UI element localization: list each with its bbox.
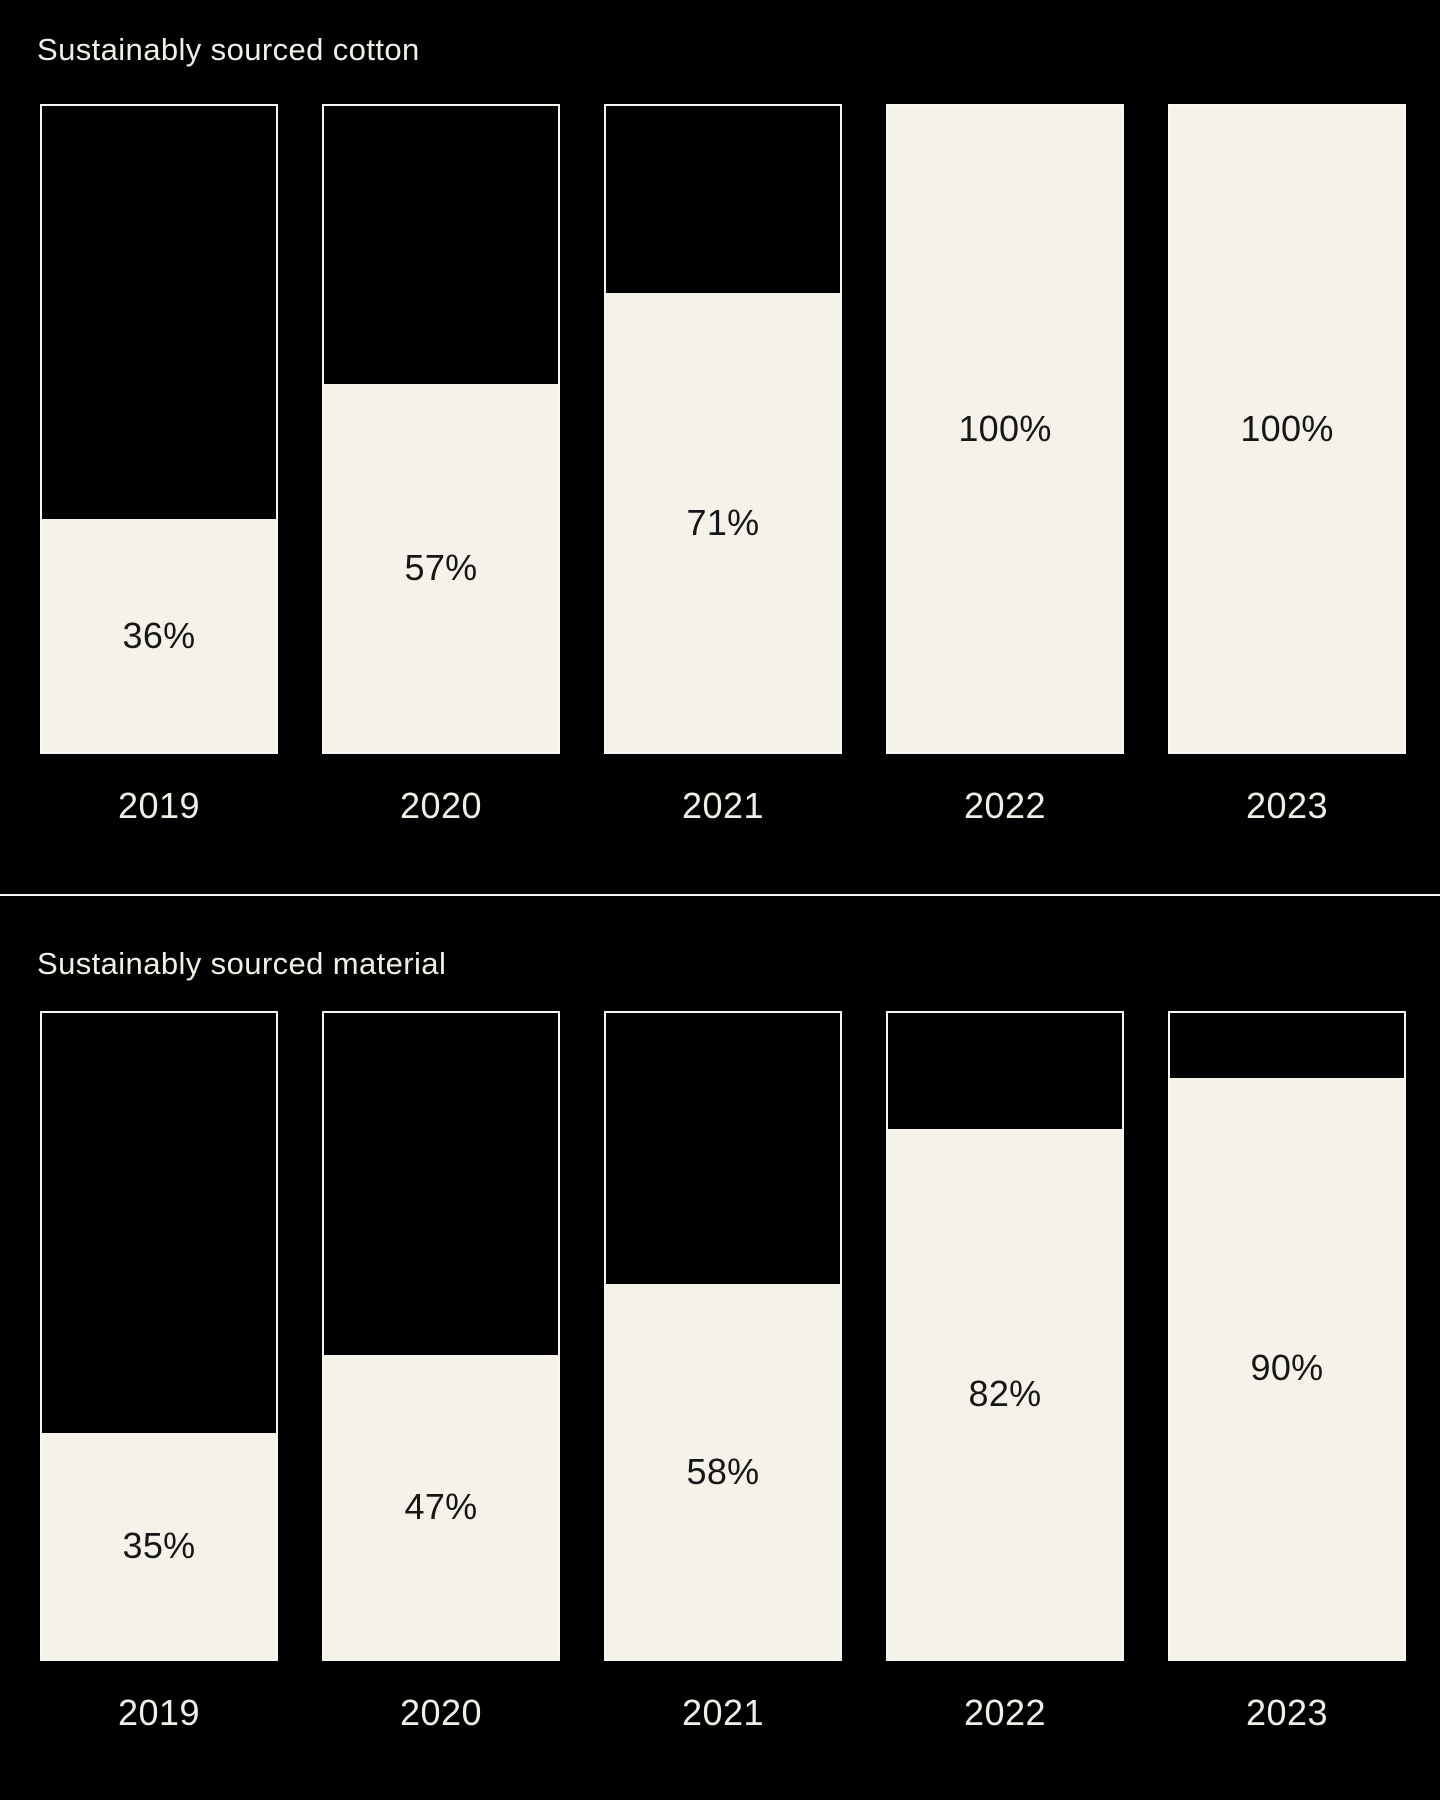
chart-title-material: Sustainably sourced material xyxy=(37,946,447,981)
bar-outline-box: 36% xyxy=(40,104,278,754)
bar-outline-box: 100% xyxy=(1168,104,1406,754)
bar-outline-box: 57% xyxy=(322,104,560,754)
bar-outline-box: 35% xyxy=(40,1011,278,1661)
bar-value-label: 100% xyxy=(958,408,1052,449)
bar-year-label: 2022 xyxy=(963,785,1047,826)
bar-outline-box: 71% xyxy=(604,104,842,754)
bar-fill: 58% xyxy=(606,1284,840,1659)
bar-fill: 71% xyxy=(606,293,840,752)
bar-group-material: 35% 2019 47% 2020 58% 2021 82% 2022 90% 2023 xyxy=(40,1011,1406,1771)
bar-value-label: 82% xyxy=(968,1373,1042,1415)
bar-fill: 82% xyxy=(888,1129,1122,1659)
bar-fill: 35% xyxy=(42,1432,276,1659)
bar-fill: 57% xyxy=(324,383,558,752)
bar-year-label: 2021 xyxy=(681,1692,765,1733)
bar-value-label: 36% xyxy=(122,614,196,656)
bar-fill: 100% xyxy=(1170,106,1404,752)
bar-group-cotton: 36% 2019 57% 2020 71% 2021 100% 2022 100% 2023 xyxy=(40,104,1406,864)
bar-fill: 36% xyxy=(42,519,276,752)
bar-value-label: 71% xyxy=(686,501,760,543)
chart-title-cotton: Sustainably sourced cotton xyxy=(37,32,420,67)
bar-year-label: 2019 xyxy=(117,785,201,826)
bar-fill: 90% xyxy=(1170,1077,1404,1659)
bar-year-label: 2020 xyxy=(399,785,483,826)
bar-year-label: 2023 xyxy=(1245,1692,1329,1733)
bar-year-label: 2020 xyxy=(399,1692,483,1733)
bar-outline-box: 58% xyxy=(604,1011,842,1661)
bar-outline-box: 90% xyxy=(1168,1011,1406,1661)
bar-year-label: 2019 xyxy=(117,1692,201,1733)
bar-value-label: 47% xyxy=(404,1486,478,1528)
bar-outline-box: 47% xyxy=(322,1011,560,1661)
section-divider xyxy=(0,894,1440,896)
bar-value-label: 90% xyxy=(1250,1347,1324,1389)
bar-value-label: 100% xyxy=(1240,408,1334,449)
bar-value-label: 58% xyxy=(686,1450,760,1492)
bar-fill: 100% xyxy=(888,106,1122,752)
bar-value-label: 35% xyxy=(122,1524,196,1566)
bar-fill: 47% xyxy=(324,1355,558,1659)
bar-year-label: 2022 xyxy=(963,1692,1047,1733)
bar-year-label: 2021 xyxy=(681,785,765,826)
bar-outline-box: 100% xyxy=(886,104,1124,754)
bar-value-label: 57% xyxy=(404,546,478,588)
bar-year-label: 2023 xyxy=(1245,785,1329,826)
bar-outline-box: 82% xyxy=(886,1011,1124,1661)
